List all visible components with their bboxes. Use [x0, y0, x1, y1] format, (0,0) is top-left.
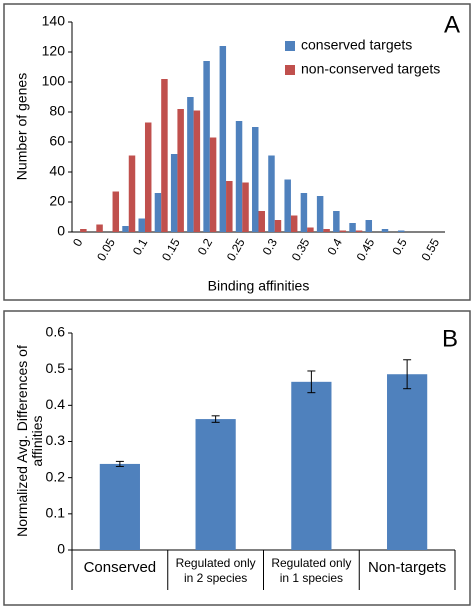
x-tick-label: 0.45 [354, 236, 378, 264]
bar [291, 381, 332, 550]
x-tick-label: 0.35 [289, 236, 313, 264]
bar [365, 220, 373, 232]
bar [138, 218, 145, 232]
panel-a-frame [3, 3, 471, 301]
x-tick-label: 0.05 [94, 236, 118, 264]
y-tick-label: 20 [49, 193, 65, 209]
bar [268, 155, 275, 232]
x-tick-label: Regulated only in 2 species [175, 556, 256, 585]
bar [300, 193, 308, 232]
y-tick-label: 0 [57, 541, 65, 557]
bar [177, 109, 184, 232]
bar [381, 229, 389, 232]
y-tick-label: 80 [49, 103, 65, 119]
bar [112, 191, 120, 232]
bar [252, 127, 259, 232]
bar [195, 419, 236, 550]
y-tick-label: 100 [42, 73, 66, 89]
y-tick-label: 0.4 [46, 396, 66, 412]
y-tick-label: 120 [42, 43, 66, 59]
bar [274, 220, 282, 232]
bar [258, 211, 265, 232]
y-tick-label: 40 [49, 163, 65, 179]
bar [226, 181, 233, 232]
x-tick-label: 0.55 [418, 236, 442, 264]
bar [203, 61, 210, 232]
bar [99, 463, 140, 550]
y-tick-label: 0 [57, 223, 65, 239]
legend-label: non-conserved targets [301, 61, 440, 77]
y-axis-label: Number of genes [13, 72, 30, 181]
legend-label: conserved targets [301, 37, 412, 53]
bar [242, 182, 249, 232]
y-tick-label: 0.6 [46, 324, 66, 340]
bar [144, 122, 152, 232]
bar [154, 193, 162, 232]
y-tick-label: 0.5 [46, 360, 66, 376]
bar [219, 46, 227, 232]
x-tick-label: 0.4 [324, 236, 345, 258]
y-tick-label: 140 [42, 13, 66, 29]
bar [209, 137, 217, 232]
bar [122, 226, 129, 232]
bar [333, 211, 340, 232]
bar [161, 79, 168, 232]
panel-letter: A [444, 11, 460, 38]
bar [290, 215, 298, 232]
y-tick-label: 0.3 [46, 432, 66, 448]
x-axis-label: Binding affinities [208, 278, 310, 294]
legend-swatch [285, 41, 295, 51]
bar [128, 155, 136, 232]
y-axis-label: Normalized Avg. Differences of affinitie… [14, 344, 45, 537]
x-tick-label: 0.2 [195, 236, 216, 258]
x-tick-label: 0.3 [260, 236, 281, 258]
panel-b-frame [3, 310, 471, 606]
x-tick-label: Non-targets [367, 559, 447, 576]
bar [193, 110, 201, 232]
bar [397, 230, 405, 232]
bar [96, 224, 103, 232]
y-tick-label: 60 [49, 133, 65, 149]
y-tick-label: 0.2 [46, 468, 66, 484]
bar [170, 154, 178, 232]
panel-letter: B [442, 325, 458, 352]
bar [187, 97, 194, 232]
legend-swatch [285, 65, 295, 75]
x-tick-label: 0.5 [389, 236, 410, 258]
bar [339, 230, 347, 232]
bar [387, 374, 428, 550]
x-tick-label: 0.1 [130, 236, 151, 258]
x-tick-label: 0.25 [224, 236, 248, 264]
bar [316, 196, 324, 232]
bar [355, 230, 363, 232]
x-tick-label: Conserved [83, 559, 157, 576]
bar [235, 121, 243, 232]
y-tick-label: 0.1 [46, 505, 66, 521]
x-tick-label: 0 [70, 236, 86, 249]
x-tick-label: Regulated only in 1 species [271, 556, 352, 585]
bar [323, 229, 330, 232]
bar [349, 223, 356, 232]
bar [284, 179, 291, 232]
x-tick-label: 0.15 [159, 236, 183, 264]
bar [80, 229, 87, 232]
bar [307, 227, 314, 232]
